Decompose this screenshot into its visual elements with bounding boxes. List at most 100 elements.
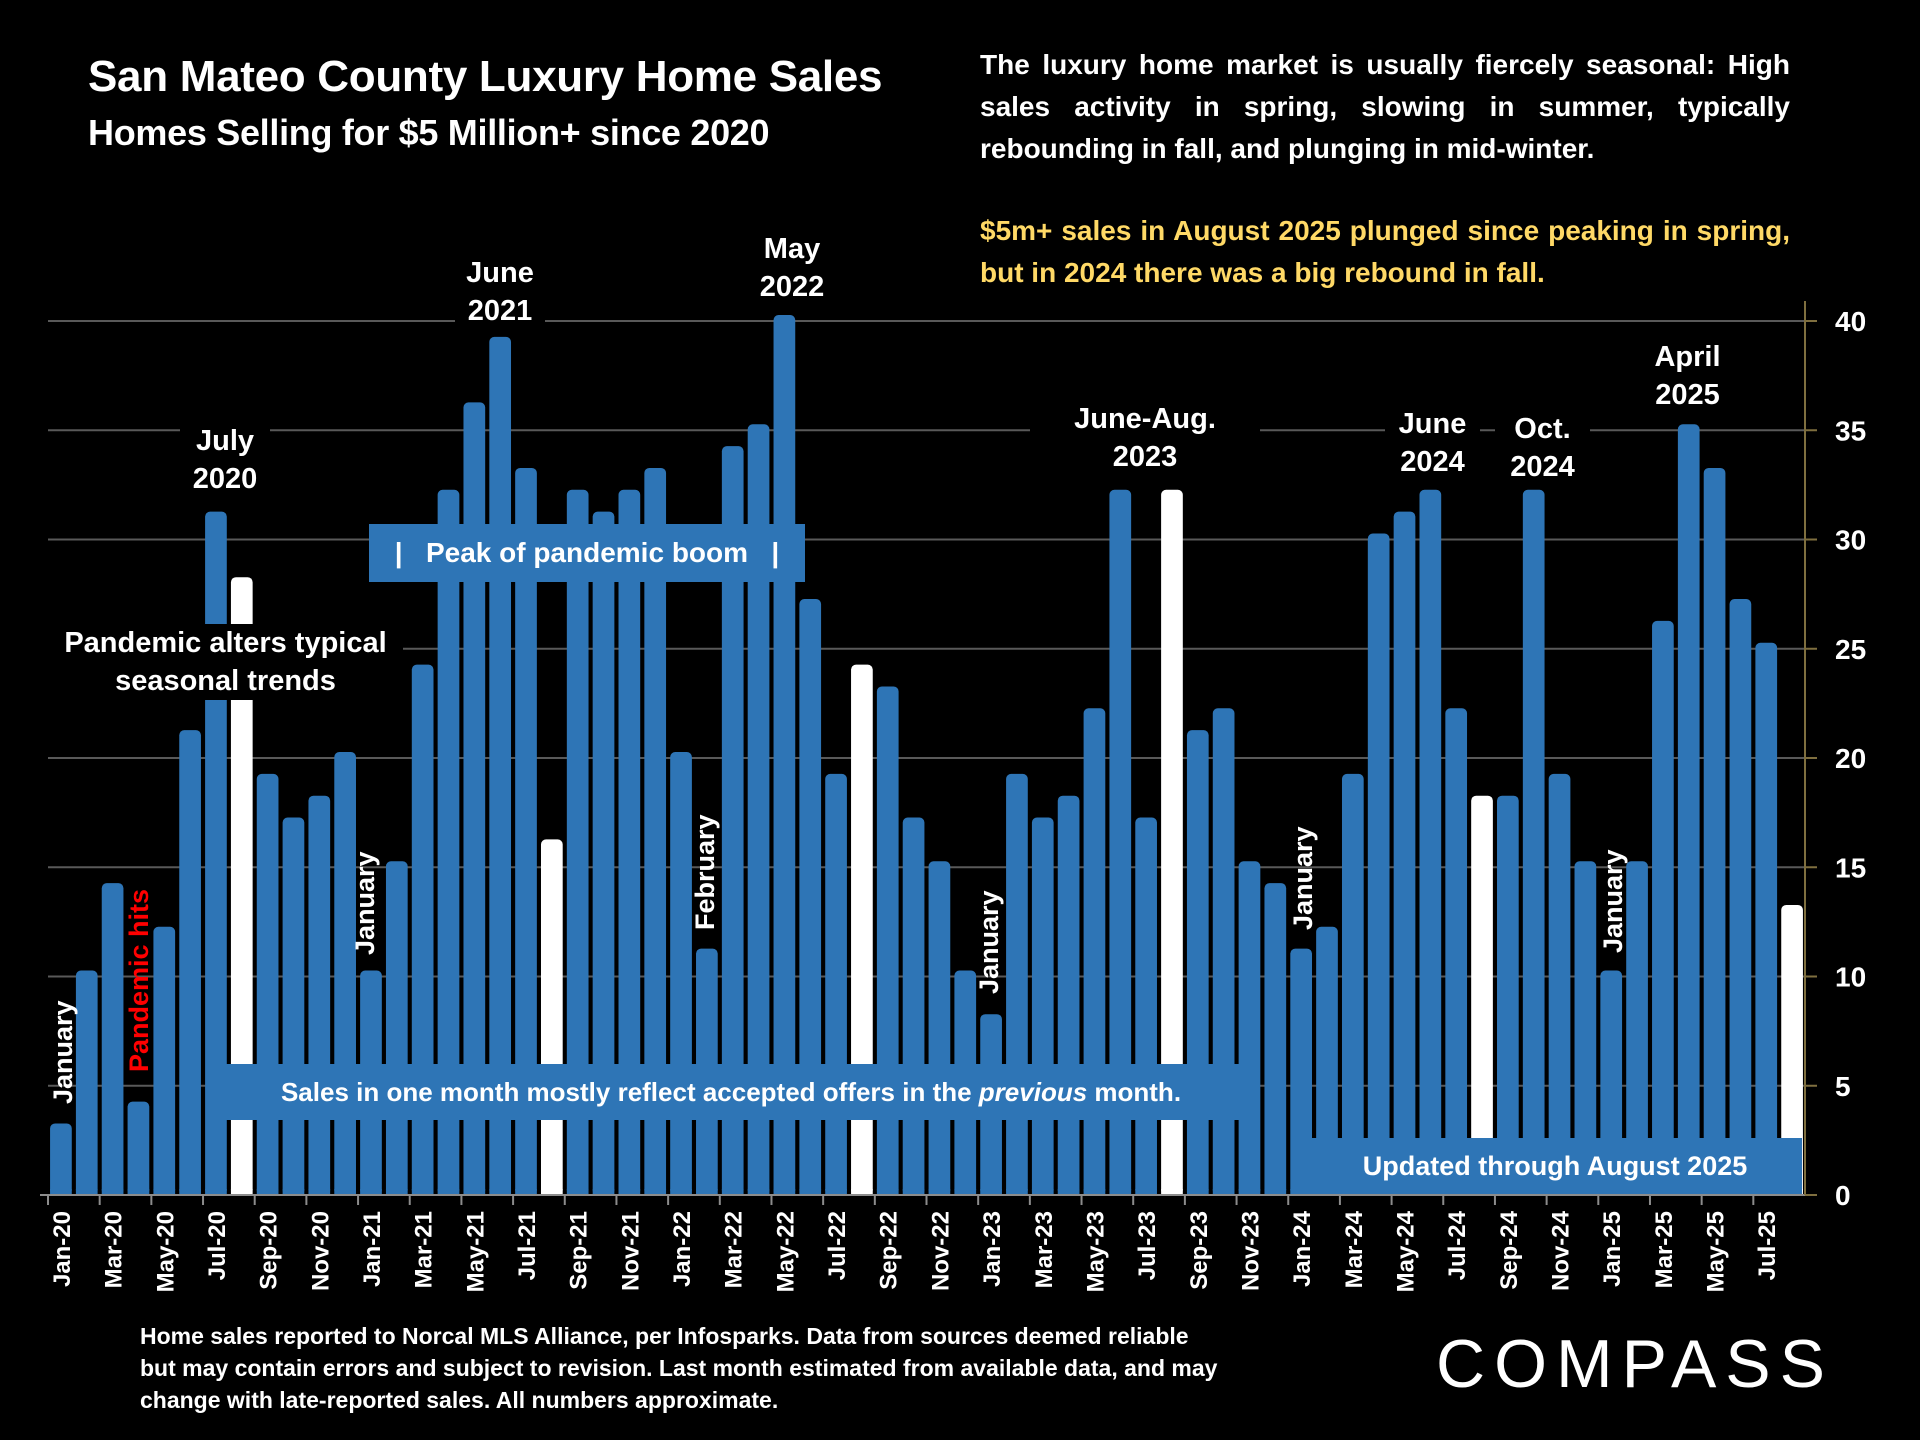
x-tick-label: Nov-22 [927,1211,954,1291]
x-tick-label: Jan-24 [1289,1210,1316,1287]
sales-note-post: month. [1087,1077,1182,1107]
bar-base-Nov-20 [308,1189,331,1195]
x-tick-label: Jul-22 [824,1211,851,1280]
annotation-may-2022: May 2022 [747,230,837,306]
bar-Nov-24 [1548,773,1571,1195]
bar-May-21 [463,402,486,1195]
bar-Aug-21 [540,839,563,1195]
bar-base-Nov-21 [618,1189,641,1195]
label-january-2021: January [350,851,380,955]
bar-Jan-20 [50,1123,72,1195]
x-tick-label: Mar-21 [411,1211,438,1288]
bar-base-Jan-21 [360,1189,382,1195]
bar-base-Aug-21 [540,1189,563,1195]
bar-Sep-23 [1186,730,1209,1195]
bar-May-25 [1703,467,1726,1195]
bar-Feb-23 [1006,773,1028,1195]
bar-Dec-24 [1574,861,1597,1195]
x-tick-label: Mar-23 [1031,1211,1058,1288]
bar-base-Mar-20 [101,1189,124,1195]
bar-Sep-20 [256,773,279,1195]
bar-base-Oct-23 [1212,1189,1235,1195]
bar-base-Apr-20 [127,1189,150,1195]
bar-Oct-22 [902,817,925,1195]
bar-base-Dec-21 [644,1189,667,1195]
bar-Sep-24 [1497,795,1519,1195]
bar-base-Dec-22 [954,1189,977,1195]
bar-base-Feb-22 [696,1189,718,1195]
bar-Jan-22 [670,752,692,1195]
bar-Nov-21 [618,489,641,1195]
x-tick-labels: Jan-20 Mar-20 May-20 Jul-20 Sep-20 Nov-20 Jan-… [49,1210,1781,1292]
bar-Nov-23 [1238,861,1261,1195]
bar-Aug-23 [1161,489,1183,1195]
y-tick-label: 40 [1835,306,1866,337]
bars [50,315,1803,1196]
y-tick-label: 10 [1835,962,1866,993]
x-tick-label: Jul-21 [514,1211,541,1280]
bar-base-Jun-21 [489,1189,512,1195]
bar-Dec-20 [334,752,356,1195]
bar-Jan-24 [1290,948,1313,1195]
x-tick-label: Jan-25 [1599,1211,1626,1287]
bar-base-Oct-22 [902,1189,925,1195]
bar-base-Jun-22 [799,1189,822,1195]
x-tick-label: May-21 [462,1211,489,1292]
bar-base-Feb-21 [385,1189,408,1195]
chart-title: San Mateo County Luxury Home Sales [88,52,883,101]
bar-Mar-23 [1031,817,1054,1195]
bar-Dec-21 [644,467,667,1195]
x-tick-label: Jul-20 [204,1211,231,1280]
x-tick-label: Mar-22 [721,1211,748,1288]
bar-Jun-23 [1109,489,1132,1195]
bar-Oct-23 [1212,708,1235,1195]
bar-base-Jan-24 [1290,1189,1313,1195]
x-tick-label: Jan-23 [979,1211,1006,1287]
compass-logo: COMPASS [1436,1326,1835,1402]
bar-Feb-25 [1626,861,1648,1195]
bar-base-Jan-20 [50,1189,72,1195]
bar-base-Jan-23 [980,1189,1002,1195]
bar-Mar-21 [411,664,434,1195]
y-tick-label: 5 [1835,1071,1851,1102]
label-january-2023: January [974,890,1004,994]
y-tick-label: 30 [1835,525,1866,556]
bar-base-Sep-23 [1186,1189,1209,1195]
x-tick-label: Nov-20 [307,1211,334,1291]
bar-Nov-20 [308,795,331,1195]
x-tick-label: Jul-24 [1444,1210,1471,1280]
sales-note-pre: Sales in one month mostly reflect accept… [280,1077,979,1107]
annotation-june-aug-2023: June-Aug. 2023 [1030,400,1260,476]
footer-disclaimer: Home sales reported to Norcal MLS Allian… [140,1323,1218,1413]
x-tick-label: Jan-22 [669,1211,696,1287]
bar-Jun-25 [1729,599,1752,1195]
bar-base-May-21 [463,1189,486,1195]
bar-base-Dec-23 [1264,1189,1287,1195]
bar-base-Sep-21 [566,1189,589,1195]
annotation-july-2020: July 2020 [180,422,270,498]
bar-base-May-23 [1083,1189,1106,1195]
bar-base-Dec-20 [334,1189,356,1195]
bar-base-Jun-20 [179,1189,201,1195]
x-tick-label: Jul-25 [1754,1211,1781,1280]
x-tick-label: May-24 [1393,1210,1420,1292]
x-tick-label: May-22 [772,1211,799,1292]
bar-base-May-20 [153,1189,176,1195]
annotation-april-2025: April 2025 [1640,338,1735,414]
x-tick-label: Mar-24 [1341,1210,1368,1288]
annotation-sales-note: Sales in one month mostly reflect accept… [208,1064,1254,1120]
bar-Apr-24 [1367,533,1390,1195]
bar-Jul-25 [1755,642,1778,1195]
bar-Jul-23 [1135,817,1157,1195]
bar-base-Sep-22 [876,1189,899,1195]
bar-base-Apr-21 [437,1189,460,1195]
x-tick-label: Nov-23 [1237,1211,1264,1291]
bar-Oct-24 [1522,489,1545,1195]
bar-Oct-20 [282,817,305,1195]
label-january-2020: January [48,1000,78,1104]
description-text: The luxury home market is usually fierce… [980,49,1790,164]
annotation-june-2024: June 2024 [1385,405,1480,481]
bar-Aug-20 [230,577,253,1195]
bar-base-Oct-21 [592,1189,615,1195]
y-tick-labels: 0 5 10 15 20 25 30 35 40 [1835,306,1866,1211]
